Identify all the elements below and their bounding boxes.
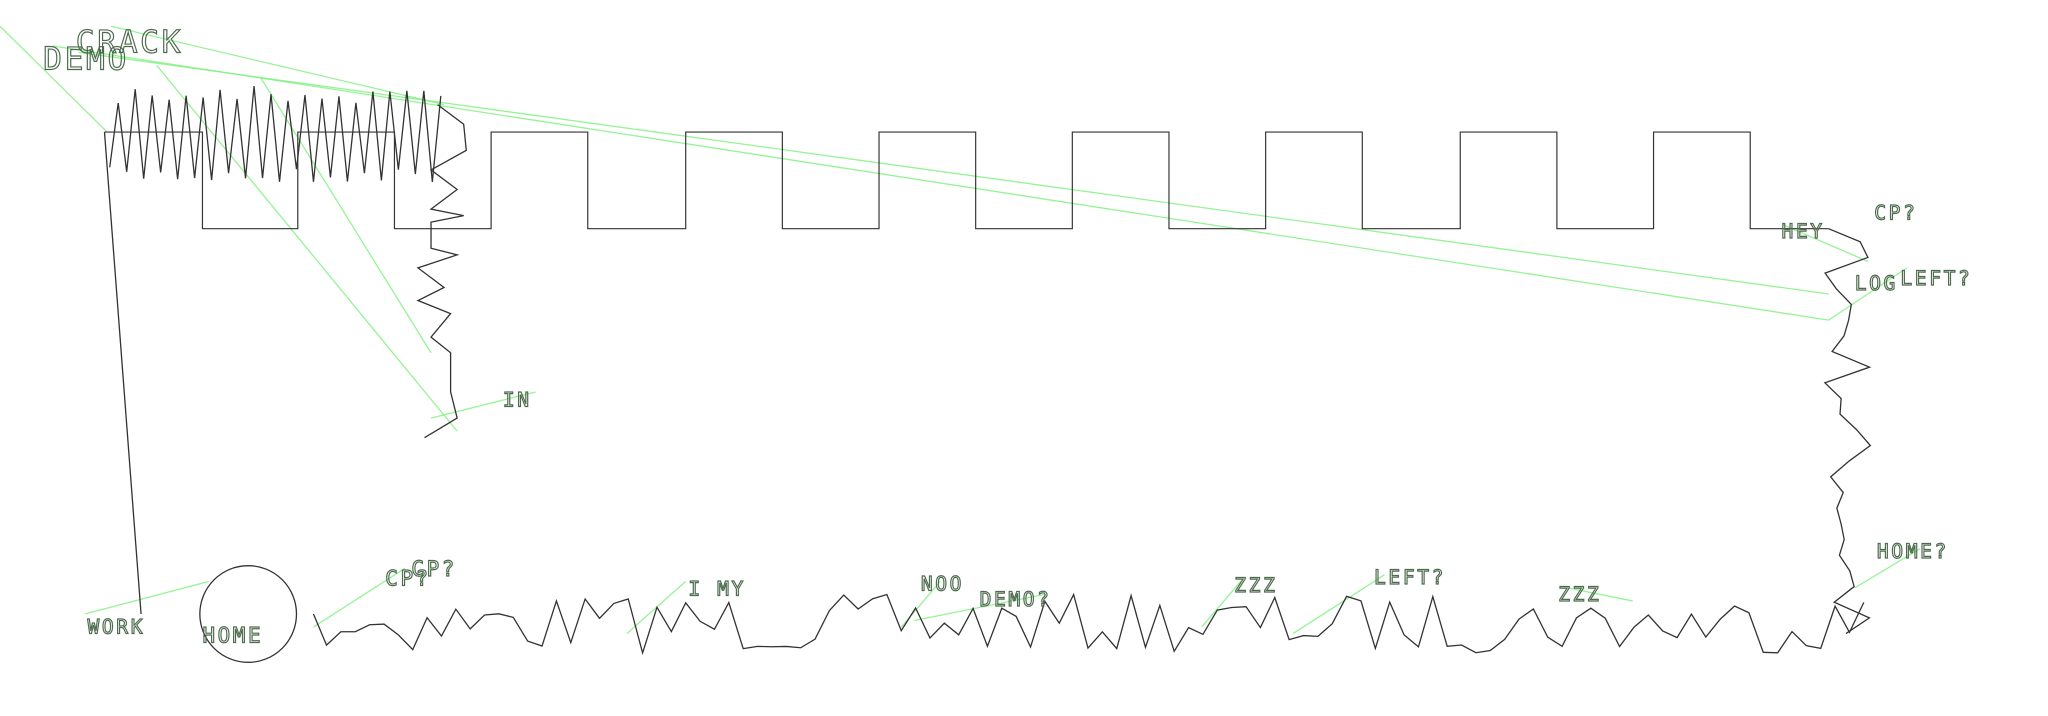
- connector-line: [1854, 548, 1921, 589]
- drawn-paths: [103, 86, 1872, 656]
- bottom-wander-path: [312, 592, 1865, 656]
- label-noo: NOO: [921, 572, 964, 595]
- label-demo-q: DEMO?: [980, 588, 1052, 611]
- connector-line: [84, 580, 210, 615]
- label-left-q-2: LEFT?: [1900, 267, 1972, 290]
- label-home: HOME: [202, 624, 263, 648]
- connector-line: [78, 51, 1829, 295]
- label-left-q-1: LEFT?: [1374, 566, 1446, 589]
- connector-line: [1567, 587, 1633, 602]
- connector-line: [52, 45, 1829, 321]
- connector-line: [1201, 580, 1242, 628]
- connector-line: [0, 25, 108, 133]
- label-cp-2: CP?: [1874, 202, 1917, 225]
- connector-line: [313, 567, 406, 628]
- connector-line: [110, 25, 445, 106]
- middle-wander-path: [416, 104, 467, 439]
- label-home-q: HOME?: [1877, 540, 1949, 563]
- connector-line: [1292, 574, 1385, 635]
- connector-line: [260, 78, 432, 354]
- left-connector-path: [103, 131, 142, 615]
- label-zzz-1: ZZZ: [1234, 574, 1277, 597]
- label-in: IN: [503, 388, 532, 411]
- label-demo: DEMO: [43, 41, 129, 77]
- right-wander-path: [1823, 228, 1872, 635]
- label-cp-overlap: CP?: [411, 557, 457, 581]
- label-crack: CRACK: [76, 24, 183, 60]
- labels: DEMO CRACK IN WORK HOME CP? CP? I MY NOO…: [43, 24, 1972, 649]
- zigzag-path: [109, 86, 442, 183]
- label-cp: CP?: [385, 566, 431, 590]
- label-hey: HEY: [1782, 220, 1825, 243]
- label-i-my: I MY: [688, 578, 746, 601]
- connector-lines: [0, 25, 1921, 635]
- label-work: WORK: [88, 616, 146, 639]
- connector-line: [1782, 224, 1869, 262]
- home-circle: [199, 565, 298, 663]
- connector-line: [1828, 267, 1908, 321]
- label-log: LOG: [1855, 272, 1898, 295]
- square-wave-path: [104, 131, 1829, 230]
- label-zzz-2: ZZZ: [1558, 583, 1601, 606]
- connector-line: [156, 65, 458, 432]
- connector-line: [430, 391, 536, 419]
- connector-line: [914, 593, 1046, 622]
